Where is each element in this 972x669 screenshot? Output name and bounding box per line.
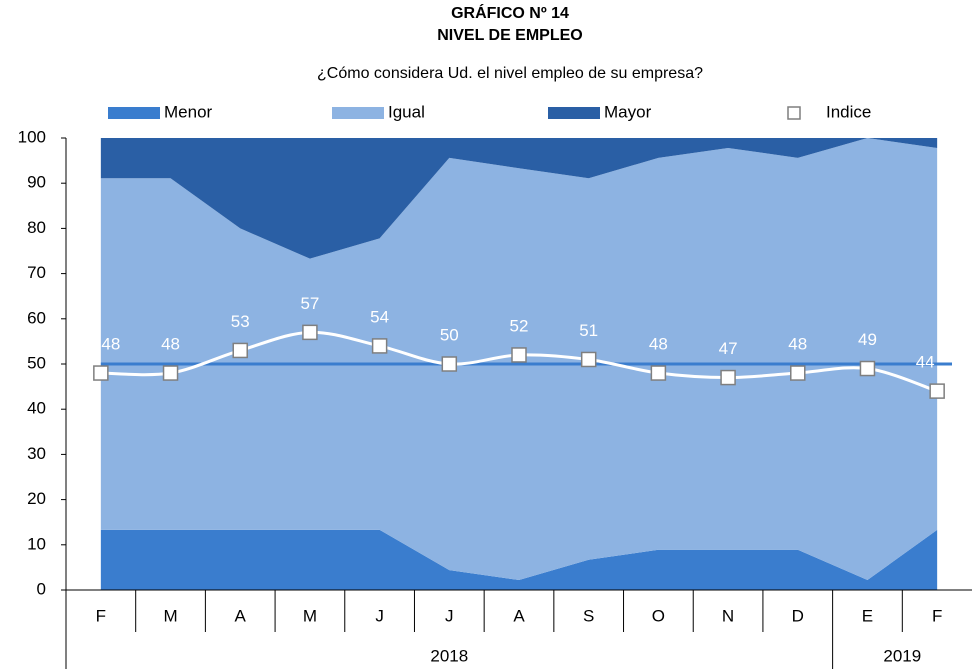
- y-tick-label: 90: [27, 173, 46, 192]
- chart-subtitle: NIVEL DE EMPLEO: [437, 27, 583, 44]
- marker: [302, 324, 318, 341]
- legend-label: Mayor: [604, 102, 652, 121]
- x-tick-label: M: [303, 606, 317, 625]
- area: [100, 138, 938, 259]
- area: [100, 529, 938, 590]
- value-label: 50: [440, 325, 459, 344]
- x-tick-label: F: [96, 606, 106, 625]
- marker: [441, 356, 458, 372]
- value-label: 48: [649, 335, 668, 354]
- marker: [371, 338, 388, 354]
- value-label: 54: [370, 307, 389, 326]
- x-tick-label: A: [235, 606, 247, 625]
- x-tick-label: E: [862, 606, 873, 625]
- y-tick-label: 60: [27, 308, 46, 327]
- value-label: 48: [101, 335, 120, 354]
- value-label: 49: [858, 330, 877, 349]
- y-tick-label: 40: [27, 399, 46, 418]
- x-tick-label: A: [513, 606, 525, 625]
- marker: [929, 383, 945, 399]
- marker: [580, 351, 597, 368]
- y-tick-label: 70: [27, 263, 46, 282]
- marker: [511, 347, 527, 363]
- chart-question: ¿Cómo considera Ud. el nivel empleo de s…: [317, 65, 703, 82]
- y-tick-label: 30: [27, 444, 46, 463]
- chart-title: GRÁFICO Nº 14: [451, 3, 569, 22]
- x-group-label: 2019: [883, 646, 921, 665]
- legend-swatch: [332, 107, 384, 119]
- y-tick-label: 50: [27, 353, 46, 372]
- value-label: 48: [788, 335, 807, 354]
- legend-swatch: [787, 106, 801, 120]
- x-tick-label: S: [583, 606, 594, 625]
- value-label: 57: [300, 294, 319, 313]
- marker: [650, 365, 667, 381]
- value-label: 48: [161, 335, 180, 354]
- x-tick-label: J: [445, 606, 454, 625]
- value-label: 47: [719, 339, 738, 358]
- legend-swatch: [548, 107, 600, 119]
- marker: [790, 365, 806, 381]
- x-tick-label: O: [652, 606, 665, 625]
- value-label: 52: [510, 316, 529, 335]
- value-label: 53: [231, 312, 250, 331]
- y-tick-label: 20: [27, 489, 46, 508]
- x-tick-label: M: [163, 606, 177, 625]
- marker: [162, 365, 179, 381]
- marker: [93, 365, 109, 381]
- value-label: 51: [579, 321, 598, 340]
- x-tick-label: F: [932, 606, 942, 625]
- legend-label: Igual: [388, 102, 425, 121]
- y-tick-label: 80: [27, 218, 46, 237]
- y-tick-label: 100: [18, 127, 46, 146]
- legend-swatch: [108, 107, 160, 119]
- y-tick-label: 0: [37, 579, 46, 598]
- marker: [232, 342, 248, 359]
- legend-label: Menor: [164, 102, 213, 121]
- value-label: 44: [916, 353, 935, 372]
- x-group-label: 2018: [430, 646, 468, 665]
- marker: [720, 369, 736, 386]
- y-tick-label: 10: [27, 534, 46, 553]
- x-tick-label: D: [792, 606, 804, 625]
- marker: [859, 360, 876, 377]
- legend-label: Indice: [826, 102, 871, 121]
- x-tick-label: N: [722, 606, 734, 625]
- x-tick-label: J: [375, 606, 384, 625]
